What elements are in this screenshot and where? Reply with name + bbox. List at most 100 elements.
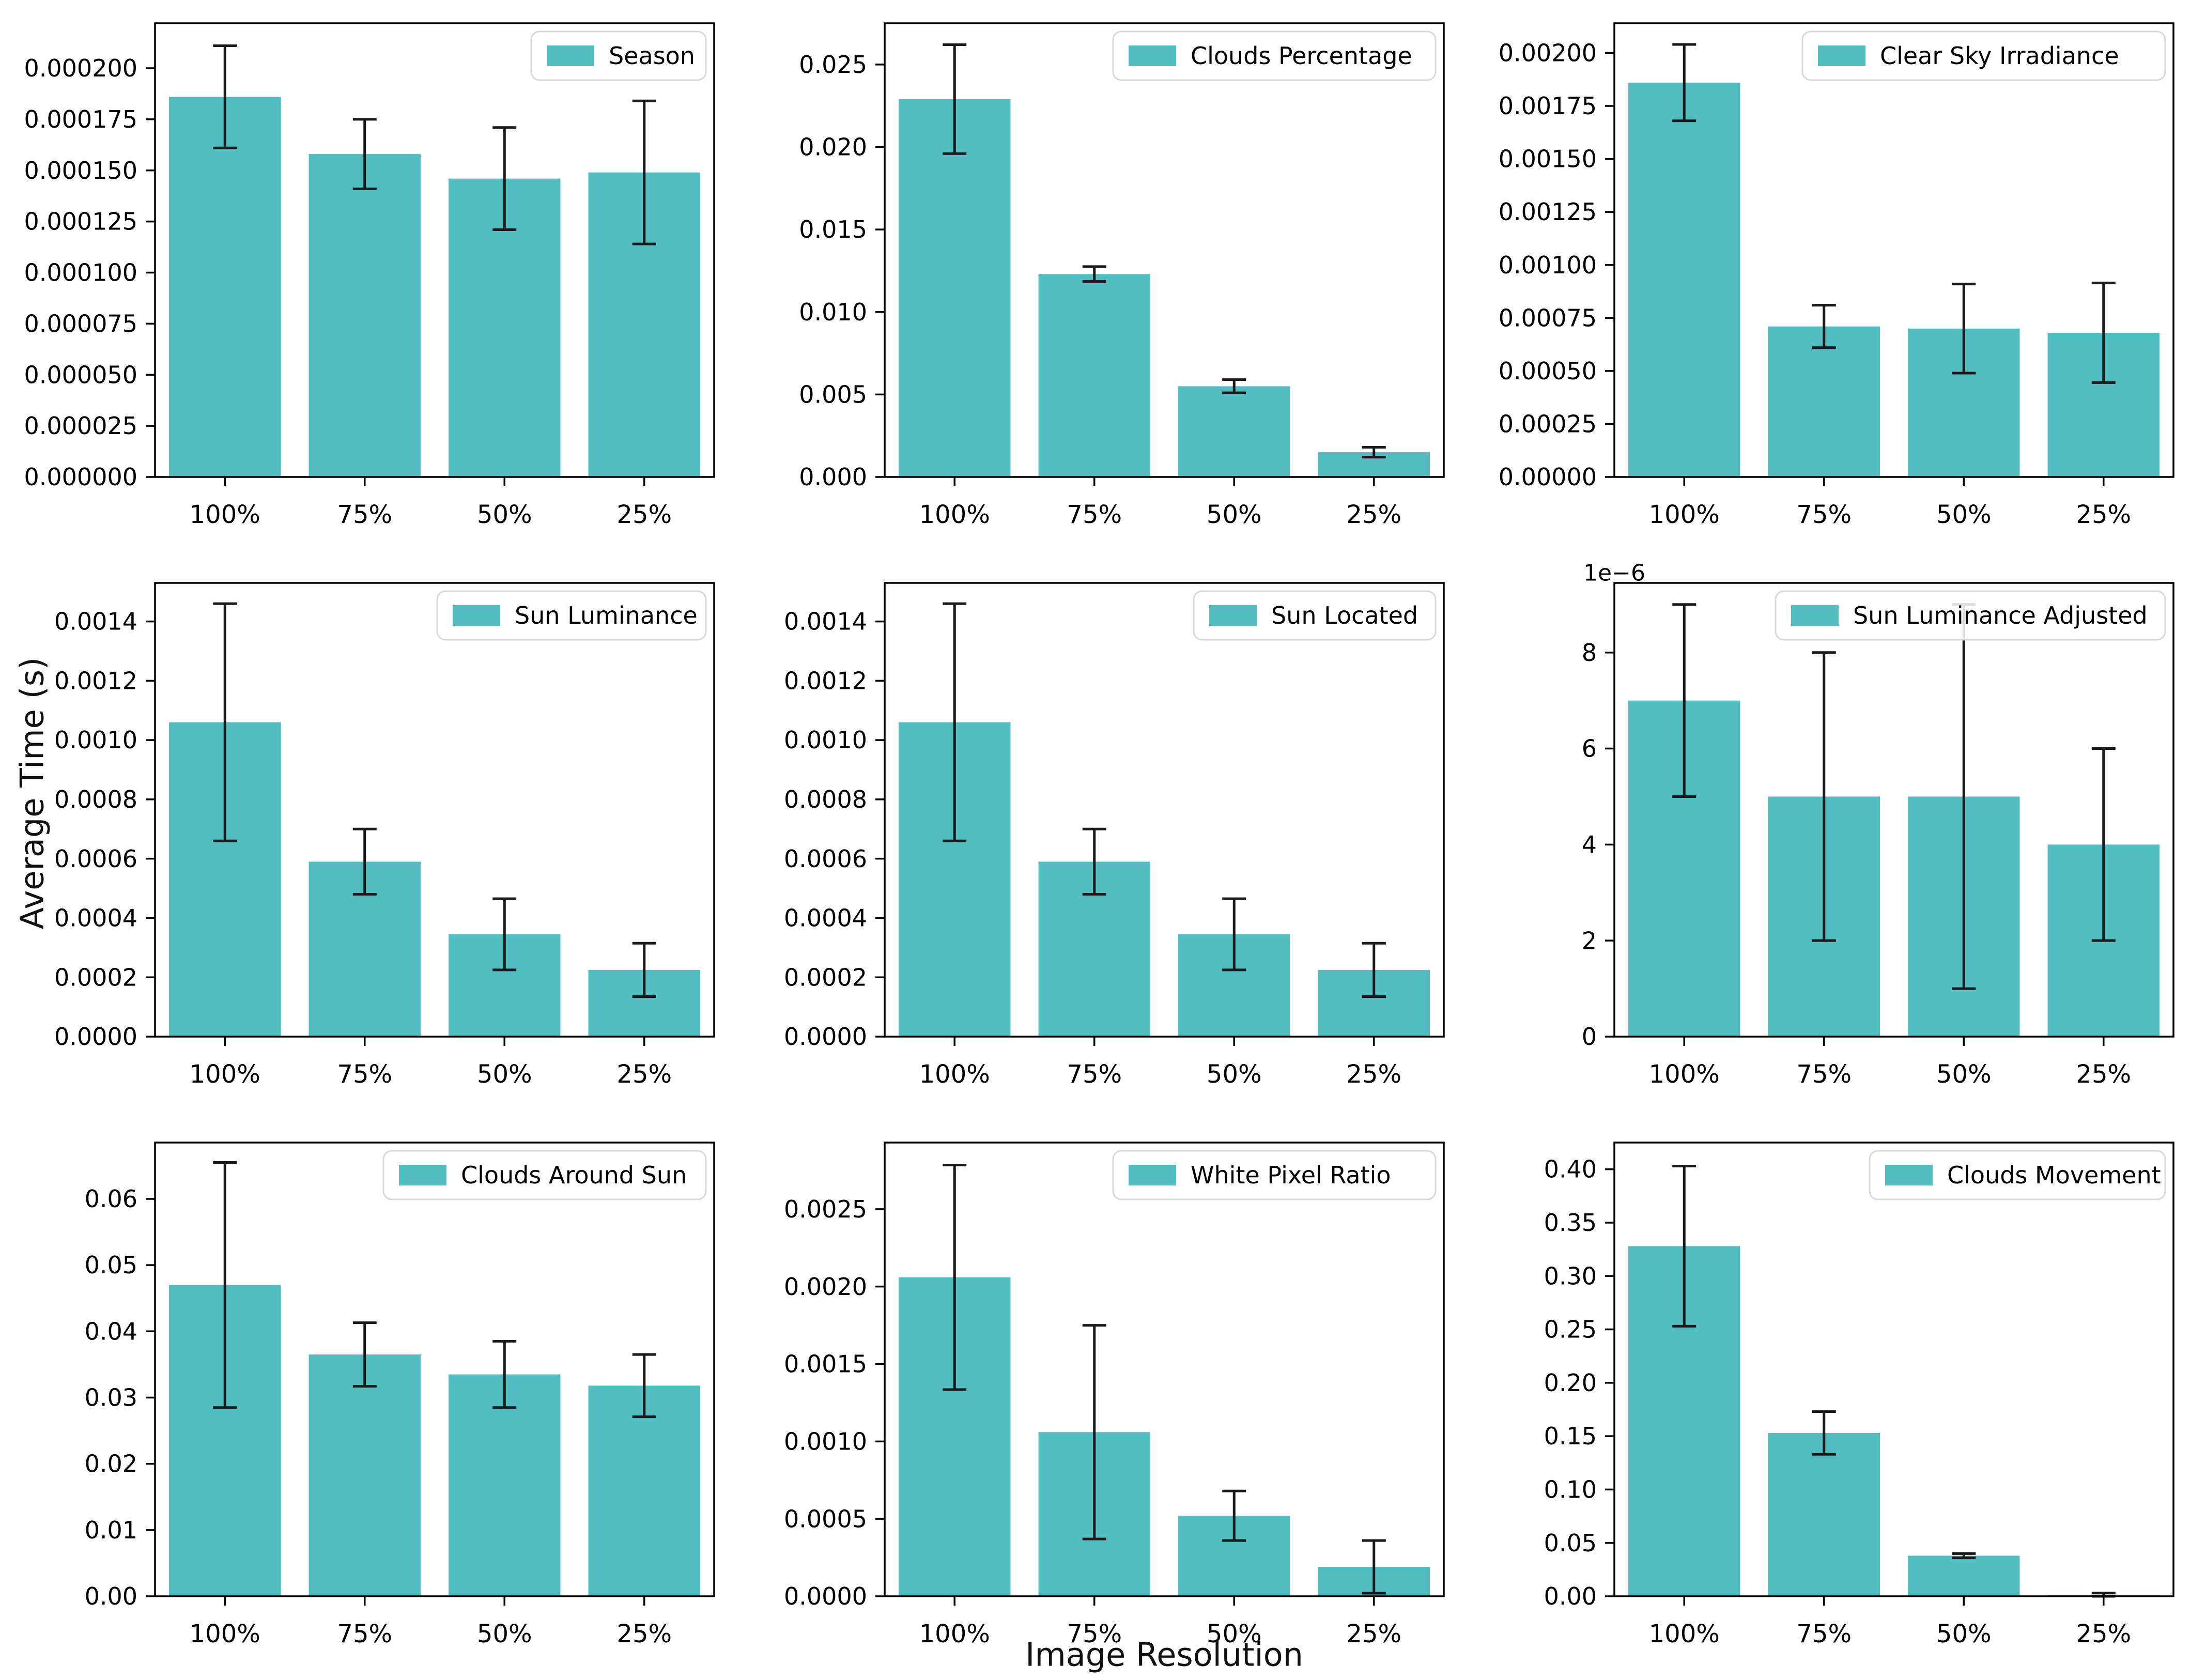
bar-25%	[588, 1385, 700, 1596]
y-tick-label: 0.06	[85, 1185, 137, 1213]
y-tick-label: 0.40	[1544, 1155, 1597, 1183]
subplot-sun-luminance: 0.0000 0.0002 0.0004 0.0006 0.0008 0.0010 0.00…	[0, 560, 730, 1119]
y-tick-label: 0.00175	[1499, 92, 1597, 120]
y-tick-label: 0.0010	[784, 1427, 867, 1455]
y-tick-label: 0.000200	[24, 54, 138, 82]
y-tick-label: 0.0000	[784, 1023, 867, 1051]
y-tick-label: 0.00075	[1499, 304, 1597, 332]
x-tick-label: 75%	[1067, 1060, 1122, 1089]
bar-75%	[1038, 274, 1150, 477]
y-tick-label: 0.00050	[1499, 357, 1597, 385]
bar-chart-clouds-around-sun: 0.00 0.01 0.02 0.03 0.04 0.05 0.06 100% 75% 50% 25…	[85, 1142, 715, 1648]
x-tick-label: 25%	[616, 1620, 672, 1648]
subplot-sun-located: 0.0000 0.0002 0.0004 0.0006 0.0008 0.0010 0.00…	[730, 560, 1459, 1119]
subplot-sun-luminance-adjusted: 0 2 4 6 8 100% 75% 50% 25% 1e−6 Sun Luminance Adju…	[1459, 560, 2189, 1119]
y-tick-label: 0.00	[1544, 1582, 1597, 1610]
bar-50%	[1178, 386, 1290, 477]
axes-frame	[884, 1142, 1445, 1597]
x-tick-label: 75%	[1067, 1620, 1122, 1648]
x-tick-label: 25%	[1346, 500, 1401, 529]
x-tick-label: 75%	[337, 500, 392, 529]
y-tick-label: 0.0010	[784, 726, 867, 754]
y-tick-label: 0.000025	[24, 412, 138, 440]
axis-offset-label: 1e−6	[1583, 560, 1645, 586]
y-tick-label: 0.00150	[1499, 145, 1597, 173]
x-tick-label: 25%	[2076, 1060, 2131, 1089]
x-tick-label: 75%	[1796, 1060, 1852, 1089]
x-tick-label: 25%	[2076, 1620, 2131, 1648]
legend-swatch	[1129, 45, 1176, 66]
y-tick-label: 0.0012	[784, 667, 867, 695]
y-tick-label: 8	[1582, 639, 1597, 667]
y-tick-label: 0.025	[799, 51, 867, 79]
x-tick-label: 100%	[190, 1620, 260, 1648]
y-tick-label: 0.0002	[54, 963, 137, 991]
legend-box	[1112, 30, 1437, 81]
x-tick-label: 75%	[1796, 1620, 1852, 1648]
x-tick-label: 100%	[190, 1060, 260, 1089]
y-tick-label: 0.0014	[54, 608, 137, 636]
axes-frame	[154, 22, 715, 478]
y-axis-label: Average Time (s)	[13, 657, 51, 930]
y-tick-label: 0.00000	[1499, 463, 1597, 491]
legend-box	[1193, 590, 1437, 641]
x-tick-label: 25%	[616, 1060, 672, 1089]
y-tick-label: 0.015	[799, 215, 867, 243]
y-tick-label: 0.0004	[54, 904, 137, 932]
x-tick-label: 50%	[477, 1620, 532, 1648]
x-tick-label: 50%	[1207, 1060, 1262, 1089]
legend-swatch	[1129, 1165, 1176, 1185]
x-tick-label: 100%	[1649, 1620, 1720, 1648]
bar-chart-season: 0.000000 0.000025 0.000050 0.000075 0.000100…	[24, 22, 715, 529]
y-tick-label: 0.0010	[54, 726, 137, 754]
bar-chart-clouds-movement: 0.00 0.05 0.10 0.15 0.20 0.25 0.30 0.35 0.40 100%…	[1544, 1142, 2174, 1648]
subplot-season: 0.000000 0.000025 0.000050 0.000075 0.000100…	[0, 0, 730, 560]
x-tick-label: 50%	[1936, 1620, 1992, 1648]
y-tick-label: 0.25	[1544, 1316, 1597, 1344]
y-tick-label: 0.020	[799, 133, 867, 161]
y-tick-label: 0.00125	[1499, 198, 1597, 226]
bar-100%	[169, 97, 281, 477]
bar-100%	[1628, 82, 1740, 477]
legend-box	[530, 30, 707, 81]
bar-chart-sun-luminance: 0.0000 0.0002 0.0004 0.0006 0.0008 0.0010 0.00…	[54, 582, 715, 1089]
legend-label: Sun Luminance Adjusted	[1853, 602, 2148, 629]
x-tick-label: 100%	[919, 1060, 990, 1089]
x-tick-label: 50%	[1207, 1620, 1262, 1648]
legend-swatch	[1791, 605, 1839, 626]
legend-swatch	[1818, 45, 1865, 66]
y-tick-label: 0.0000	[54, 1023, 137, 1051]
y-tick-label: 6	[1582, 735, 1597, 763]
x-tick-label: 25%	[1346, 1620, 1401, 1648]
x-tick-label: 100%	[190, 500, 260, 529]
y-tick-label: 0.0020	[784, 1273, 867, 1301]
y-tick-label: 0.00100	[1499, 251, 1597, 279]
bar-chart-sun-located: 0.0000 0.0002 0.0004 0.0006 0.0008 0.0010 0.00…	[784, 582, 1445, 1089]
y-tick-label: 0.00025	[1499, 410, 1597, 438]
bar-75%	[309, 1354, 421, 1596]
y-tick-label: 0.0014	[784, 608, 867, 636]
bar-100%	[899, 99, 1011, 477]
bar-chart-clouds-percentage: 0.000 0.005 0.010 0.015 0.020 0.025 100% 75% 50%…	[799, 22, 1445, 529]
x-tick-label: 100%	[919, 1620, 990, 1648]
bar-75%	[1768, 1432, 1880, 1596]
legend-label: Sun Located	[1271, 602, 1418, 629]
x-tick-label: 50%	[1936, 500, 1992, 529]
x-tick-label: 75%	[1796, 500, 1852, 529]
axes-frame	[1613, 582, 2174, 1038]
x-tick-label: 100%	[919, 500, 990, 529]
legend-box	[436, 590, 707, 641]
bar-chart-clear-sky-irradiance: 0.00000 0.00025 0.00050 0.00075 0.00100 0.001…	[1499, 22, 2174, 529]
y-tick-label: 0.000175	[24, 105, 138, 133]
y-tick-label: 2	[1582, 927, 1597, 954]
legend-label: Season	[609, 42, 695, 70]
legend-swatch	[399, 1165, 446, 1185]
x-tick-label: 25%	[616, 500, 672, 529]
y-tick-label: 0.0008	[54, 785, 137, 813]
y-tick-label: 0.0015	[784, 1350, 867, 1378]
x-tick-label: 50%	[477, 500, 532, 529]
x-tick-label: 75%	[337, 1060, 392, 1089]
subplot-clear-sky-irradiance: 0.00000 0.00025 0.00050 0.00075 0.00100 0.001…	[1459, 0, 2189, 560]
y-tick-label: 0.005	[799, 380, 867, 408]
bar-50%	[1908, 1555, 2020, 1596]
